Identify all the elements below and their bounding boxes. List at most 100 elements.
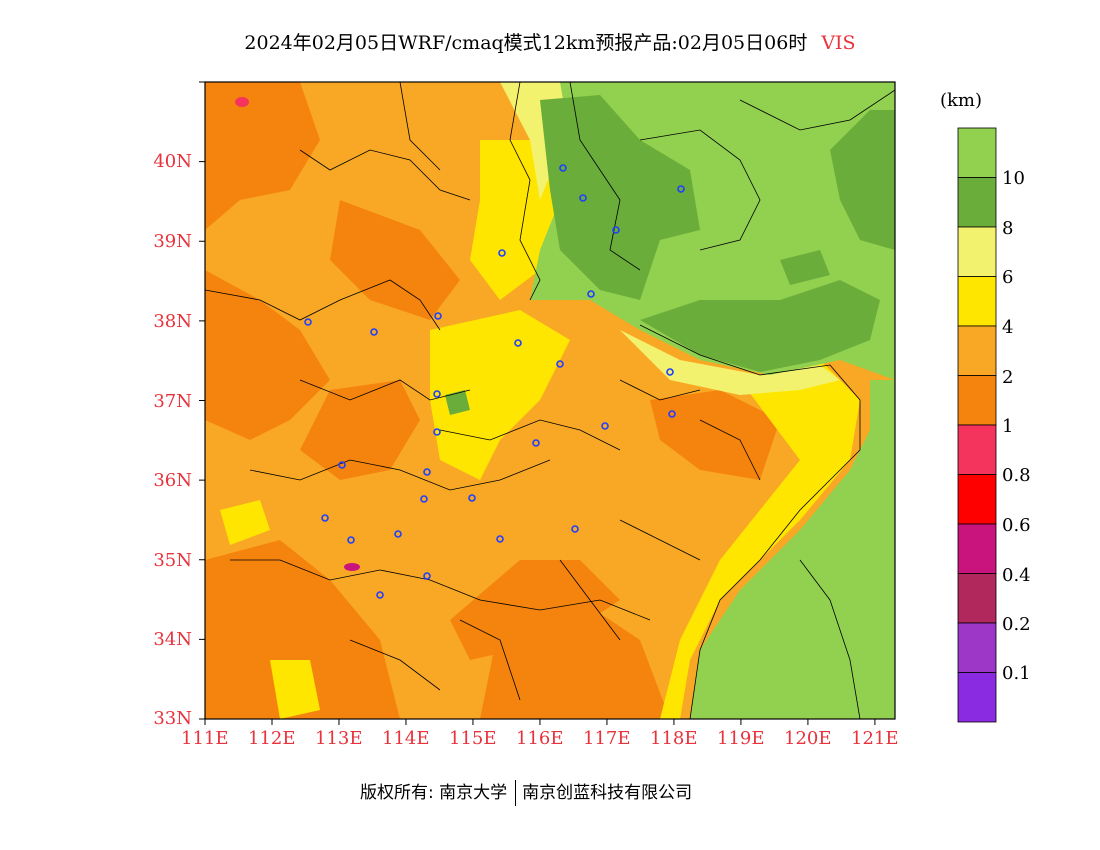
mid-vis-patch-south (270, 660, 320, 719)
low-vis-region-central (450, 560, 620, 660)
low-vis-region-west (205, 82, 320, 230)
x-tick-label: 112E (248, 728, 296, 749)
footer: 版权所有: 南京大学 南京创蓝科技有限公司 (360, 778, 692, 806)
city-marker (370, 328, 378, 336)
colorbar-swatch (957, 622, 997, 673)
city-marker (423, 572, 431, 580)
colorbar-label: 10 (1002, 168, 1025, 189)
y-tick-label: 38N (153, 311, 192, 332)
city-marker (423, 468, 431, 476)
colorbar-swatch (957, 177, 997, 228)
y-tick-label: 34N (153, 629, 192, 650)
city-marker (420, 495, 428, 503)
city-marker (433, 390, 441, 398)
city-marker (601, 422, 609, 430)
colorbar-label: 2 (1002, 367, 1014, 388)
city-marker (587, 290, 595, 298)
city-marker (496, 535, 504, 543)
city-marker (612, 226, 620, 234)
x-tick-label: 121E (851, 728, 899, 749)
title-main: 2024年02月05日WRF/cmaq模式12km预报产品:02月05日06时 (244, 32, 808, 54)
x-tick-label: 120E (784, 728, 832, 749)
colorbar-label: 4 (1002, 317, 1014, 338)
mid-vis-patch-west (220, 500, 270, 545)
colorbar-label: 1 (1002, 416, 1014, 437)
city-marker (532, 439, 540, 447)
x-tick-label: 117E (583, 728, 631, 749)
city-marker (668, 410, 676, 418)
city-marker (571, 525, 579, 533)
colorbar-swatch (957, 672, 997, 723)
city-marker (338, 461, 346, 469)
x-tick-label: 118E (650, 728, 698, 749)
city-marker (468, 494, 476, 502)
mid-vis-belt-central (430, 310, 570, 480)
high-vis-region-east-sea (690, 380, 895, 719)
x-tick-label: 116E (516, 728, 564, 749)
axis-ticks (199, 81, 876, 725)
dark-green-patch-central (445, 390, 470, 415)
city-marker (433, 428, 441, 436)
colorbar (957, 127, 997, 723)
city-marker (376, 591, 384, 599)
city-marker (579, 194, 587, 202)
x-tick-label: 113E (315, 728, 363, 749)
colorbar-label: 0.6 (1002, 515, 1031, 536)
colorbar-label: 0.4 (1002, 565, 1031, 586)
copyright-text: 版权所有: 南京大学 (360, 783, 508, 803)
colorbar-label: 8 (1002, 218, 1014, 239)
city-marker (347, 536, 355, 544)
colorbar-swatch (957, 226, 997, 277)
colorbar-label: 6 (1002, 267, 1014, 288)
colorbar-swatch (957, 474, 997, 525)
low-vis-spot-2 (344, 563, 360, 571)
city-marker (321, 514, 329, 522)
dark-green-patch-ne (830, 110, 895, 250)
footer-divider (515, 780, 517, 806)
light-yellow-edge-coast (620, 330, 840, 395)
colorbar-swatch (957, 523, 997, 574)
y-tick-label: 35N (153, 550, 192, 571)
chart-title: 2024年02月05日WRF/cmaq模式12km预报产品:02月05日06时 V… (0, 28, 1100, 55)
title-variable: VIS (821, 32, 856, 54)
city-marker (394, 530, 402, 538)
y-tick-label: 33N (153, 708, 192, 729)
city-marker (666, 368, 674, 376)
y-tick-label: 36N (153, 470, 192, 491)
colorbar-swatch (957, 424, 997, 475)
dark-green-region-north (540, 95, 700, 300)
city-marker (434, 312, 442, 320)
company-text: 南京创蓝科技有限公司 (522, 783, 693, 803)
colorbar-label: 0.1 (1002, 663, 1031, 684)
x-tick-label: 115E (449, 728, 497, 749)
x-tick-label: 111E (181, 728, 229, 749)
low-vis-region-mid (300, 380, 420, 480)
colorbar-swatch (957, 375, 997, 426)
city-marker (498, 249, 506, 257)
city-markers (304, 164, 685, 599)
low-vis-region-north (330, 200, 460, 320)
colorbar-swatch (957, 276, 997, 327)
dark-green-patch-mid (780, 250, 830, 285)
x-tick-label: 114E (382, 728, 430, 749)
colorbar-label: 0.8 (1002, 465, 1031, 486)
y-tick-label: 39N (153, 231, 192, 252)
low-vis-region-south (205, 540, 400, 719)
x-tick-label: 119E (717, 728, 765, 749)
city-marker (304, 318, 312, 326)
colorbar-unit: (km) (940, 90, 983, 111)
city-marker (559, 164, 567, 172)
boundary-lines (205, 82, 895, 719)
city-marker (556, 360, 564, 368)
y-tick-label: 37N (153, 391, 192, 412)
low-vis-spot-1 (235, 97, 249, 107)
city-marker (514, 339, 522, 347)
colorbar-label: 0.2 (1002, 614, 1031, 635)
mid-vis-belt-coast (660, 360, 860, 719)
colorbar-swatch (957, 573, 997, 624)
map-fields (205, 82, 895, 719)
y-tick-label: 40N (153, 151, 192, 172)
colorbar-swatch (957, 127, 997, 178)
dark-green-band-bohai (640, 280, 880, 372)
